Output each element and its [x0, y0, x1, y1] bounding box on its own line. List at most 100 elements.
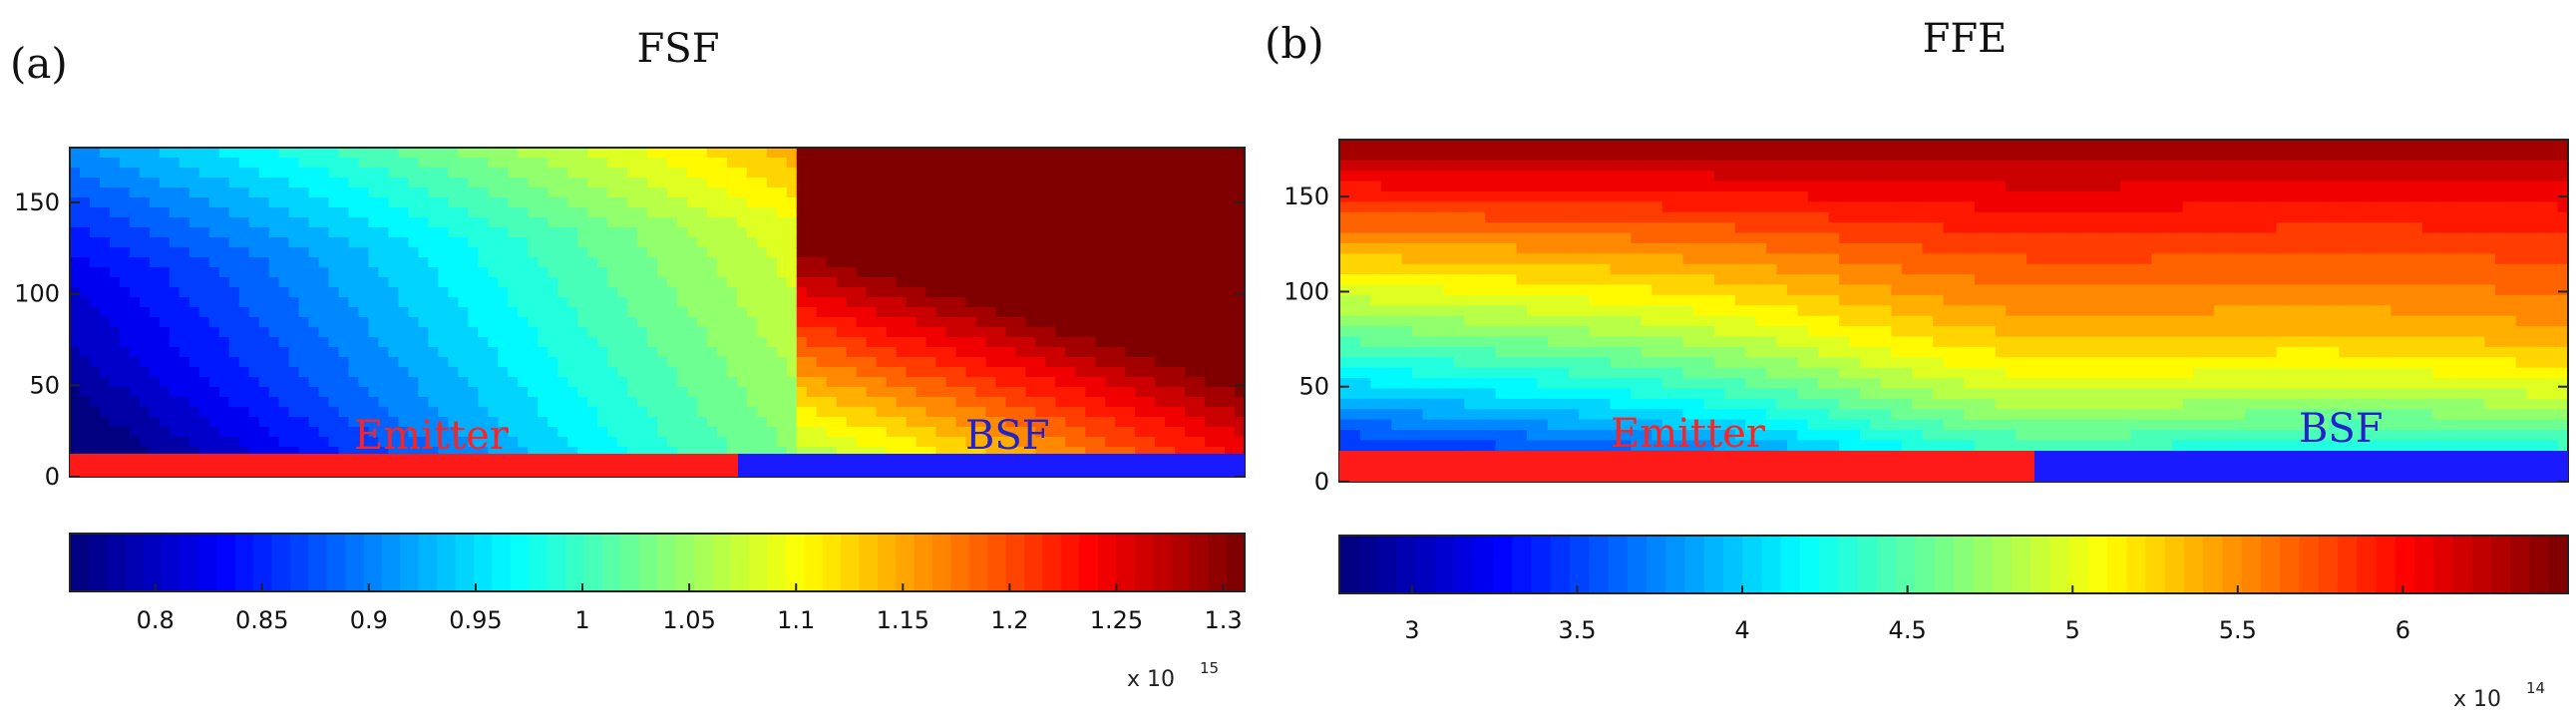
contour-cell — [676, 447, 688, 458]
contour-cell — [149, 257, 161, 268]
contour-cell — [1145, 168, 1156, 179]
contour-cell — [268, 407, 280, 418]
contour-cell — [139, 178, 151, 188]
contour-cell — [1005, 357, 1016, 368]
contour-cell — [567, 168, 578, 179]
contour-cell — [686, 417, 698, 428]
contour-cell — [1412, 284, 1424, 296]
contour-cell — [906, 247, 918, 258]
contour-cell — [538, 277, 549, 288]
contour-cell — [258, 217, 270, 228]
contour-cell — [139, 168, 151, 179]
contour-cell — [1349, 326, 1361, 338]
contour-cell — [637, 247, 648, 258]
contour-cell — [647, 347, 658, 358]
contour-cell — [1370, 294, 1382, 306]
contour-cell — [916, 397, 927, 408]
contour-cell — [1380, 201, 1392, 213]
contour-cell — [498, 307, 509, 318]
contour-cell — [139, 247, 151, 258]
contour-cell — [1225, 247, 1236, 258]
contour-cell — [1025, 397, 1036, 408]
contour-cell — [706, 187, 718, 198]
contour-cell — [856, 197, 868, 208]
contour-cell — [886, 178, 898, 188]
contour-cell — [169, 397, 181, 408]
panel-a-bsf-label: BSF — [965, 413, 1050, 459]
contour-cell — [109, 337, 121, 348]
contour-cell — [1485, 409, 1497, 421]
contour-cell — [79, 237, 91, 248]
contour-cell — [796, 297, 808, 308]
contour-cell — [1506, 346, 1518, 358]
contour-cell — [657, 257, 668, 268]
contour-cell — [1339, 211, 1351, 223]
contour-cell — [1185, 217, 1196, 228]
contour-cell — [1235, 247, 1246, 258]
contour-cell — [288, 217, 300, 228]
contour-cell — [1339, 201, 1351, 213]
contour-cell — [965, 178, 977, 188]
contour-cell — [627, 148, 638, 159]
contour-cell — [338, 377, 350, 388]
contour-cell — [1537, 398, 1549, 410]
contour-cell — [736, 437, 748, 448]
contour-cell — [328, 317, 340, 328]
contour-cell — [786, 277, 798, 288]
contour-cell — [129, 417, 141, 428]
contour-cell — [706, 178, 718, 188]
contour-cell — [99, 158, 111, 169]
contour-cell — [637, 357, 648, 368]
contour-cell — [886, 197, 898, 208]
contour-cell — [278, 187, 290, 198]
contour-cell — [1175, 247, 1186, 258]
contour-cell — [298, 397, 310, 408]
contour-cell — [1526, 263, 1538, 275]
contour-cell — [348, 257, 360, 268]
contour-cell — [1015, 267, 1026, 278]
contour-cell — [488, 387, 499, 398]
contour-cell — [816, 357, 828, 368]
contour-cell — [1432, 419, 1445, 431]
contour-cell — [1215, 387, 1226, 398]
contour-cell — [955, 197, 967, 208]
contour-cell — [169, 337, 181, 348]
contour-cell — [478, 217, 489, 228]
contour-cell — [258, 337, 270, 348]
contour-cell — [508, 227, 519, 238]
contour-cell — [1225, 387, 1236, 398]
contour-cell — [1015, 287, 1026, 298]
contour-cell — [756, 287, 768, 298]
contour-cell — [238, 447, 250, 458]
contour-cell — [119, 337, 131, 348]
contour-cell — [408, 187, 419, 198]
contour-cell — [836, 307, 848, 318]
contour-cell — [1035, 327, 1046, 338]
contour-cell — [1145, 317, 1156, 328]
contour-cell — [1339, 336, 1351, 348]
contour-cell — [1035, 317, 1046, 328]
contour-cell — [1105, 197, 1116, 208]
contour-cell — [218, 148, 230, 159]
contour-cell — [378, 367, 390, 378]
colorbar-segment — [492, 534, 512, 591]
contour-cell — [1075, 307, 1086, 318]
contour-cell — [706, 168, 718, 179]
contour-cell — [278, 447, 290, 458]
contour-cell — [89, 178, 101, 188]
contour-cell — [836, 367, 848, 378]
contour-cell — [955, 287, 967, 298]
contour-cell — [1432, 430, 1445, 442]
contour-cell — [1065, 207, 1076, 218]
contour-cell — [925, 377, 937, 388]
contour-cell — [228, 207, 240, 218]
contour-cell — [288, 357, 300, 368]
contour-cell — [965, 217, 977, 228]
contour-cell — [388, 357, 400, 368]
contour-cell — [1225, 187, 1236, 198]
contour-cell — [1175, 317, 1186, 328]
contour-cell — [548, 287, 558, 298]
contour-cell — [1422, 150, 1434, 162]
colorbar-segment — [529, 534, 549, 591]
contour-cell — [637, 427, 648, 438]
